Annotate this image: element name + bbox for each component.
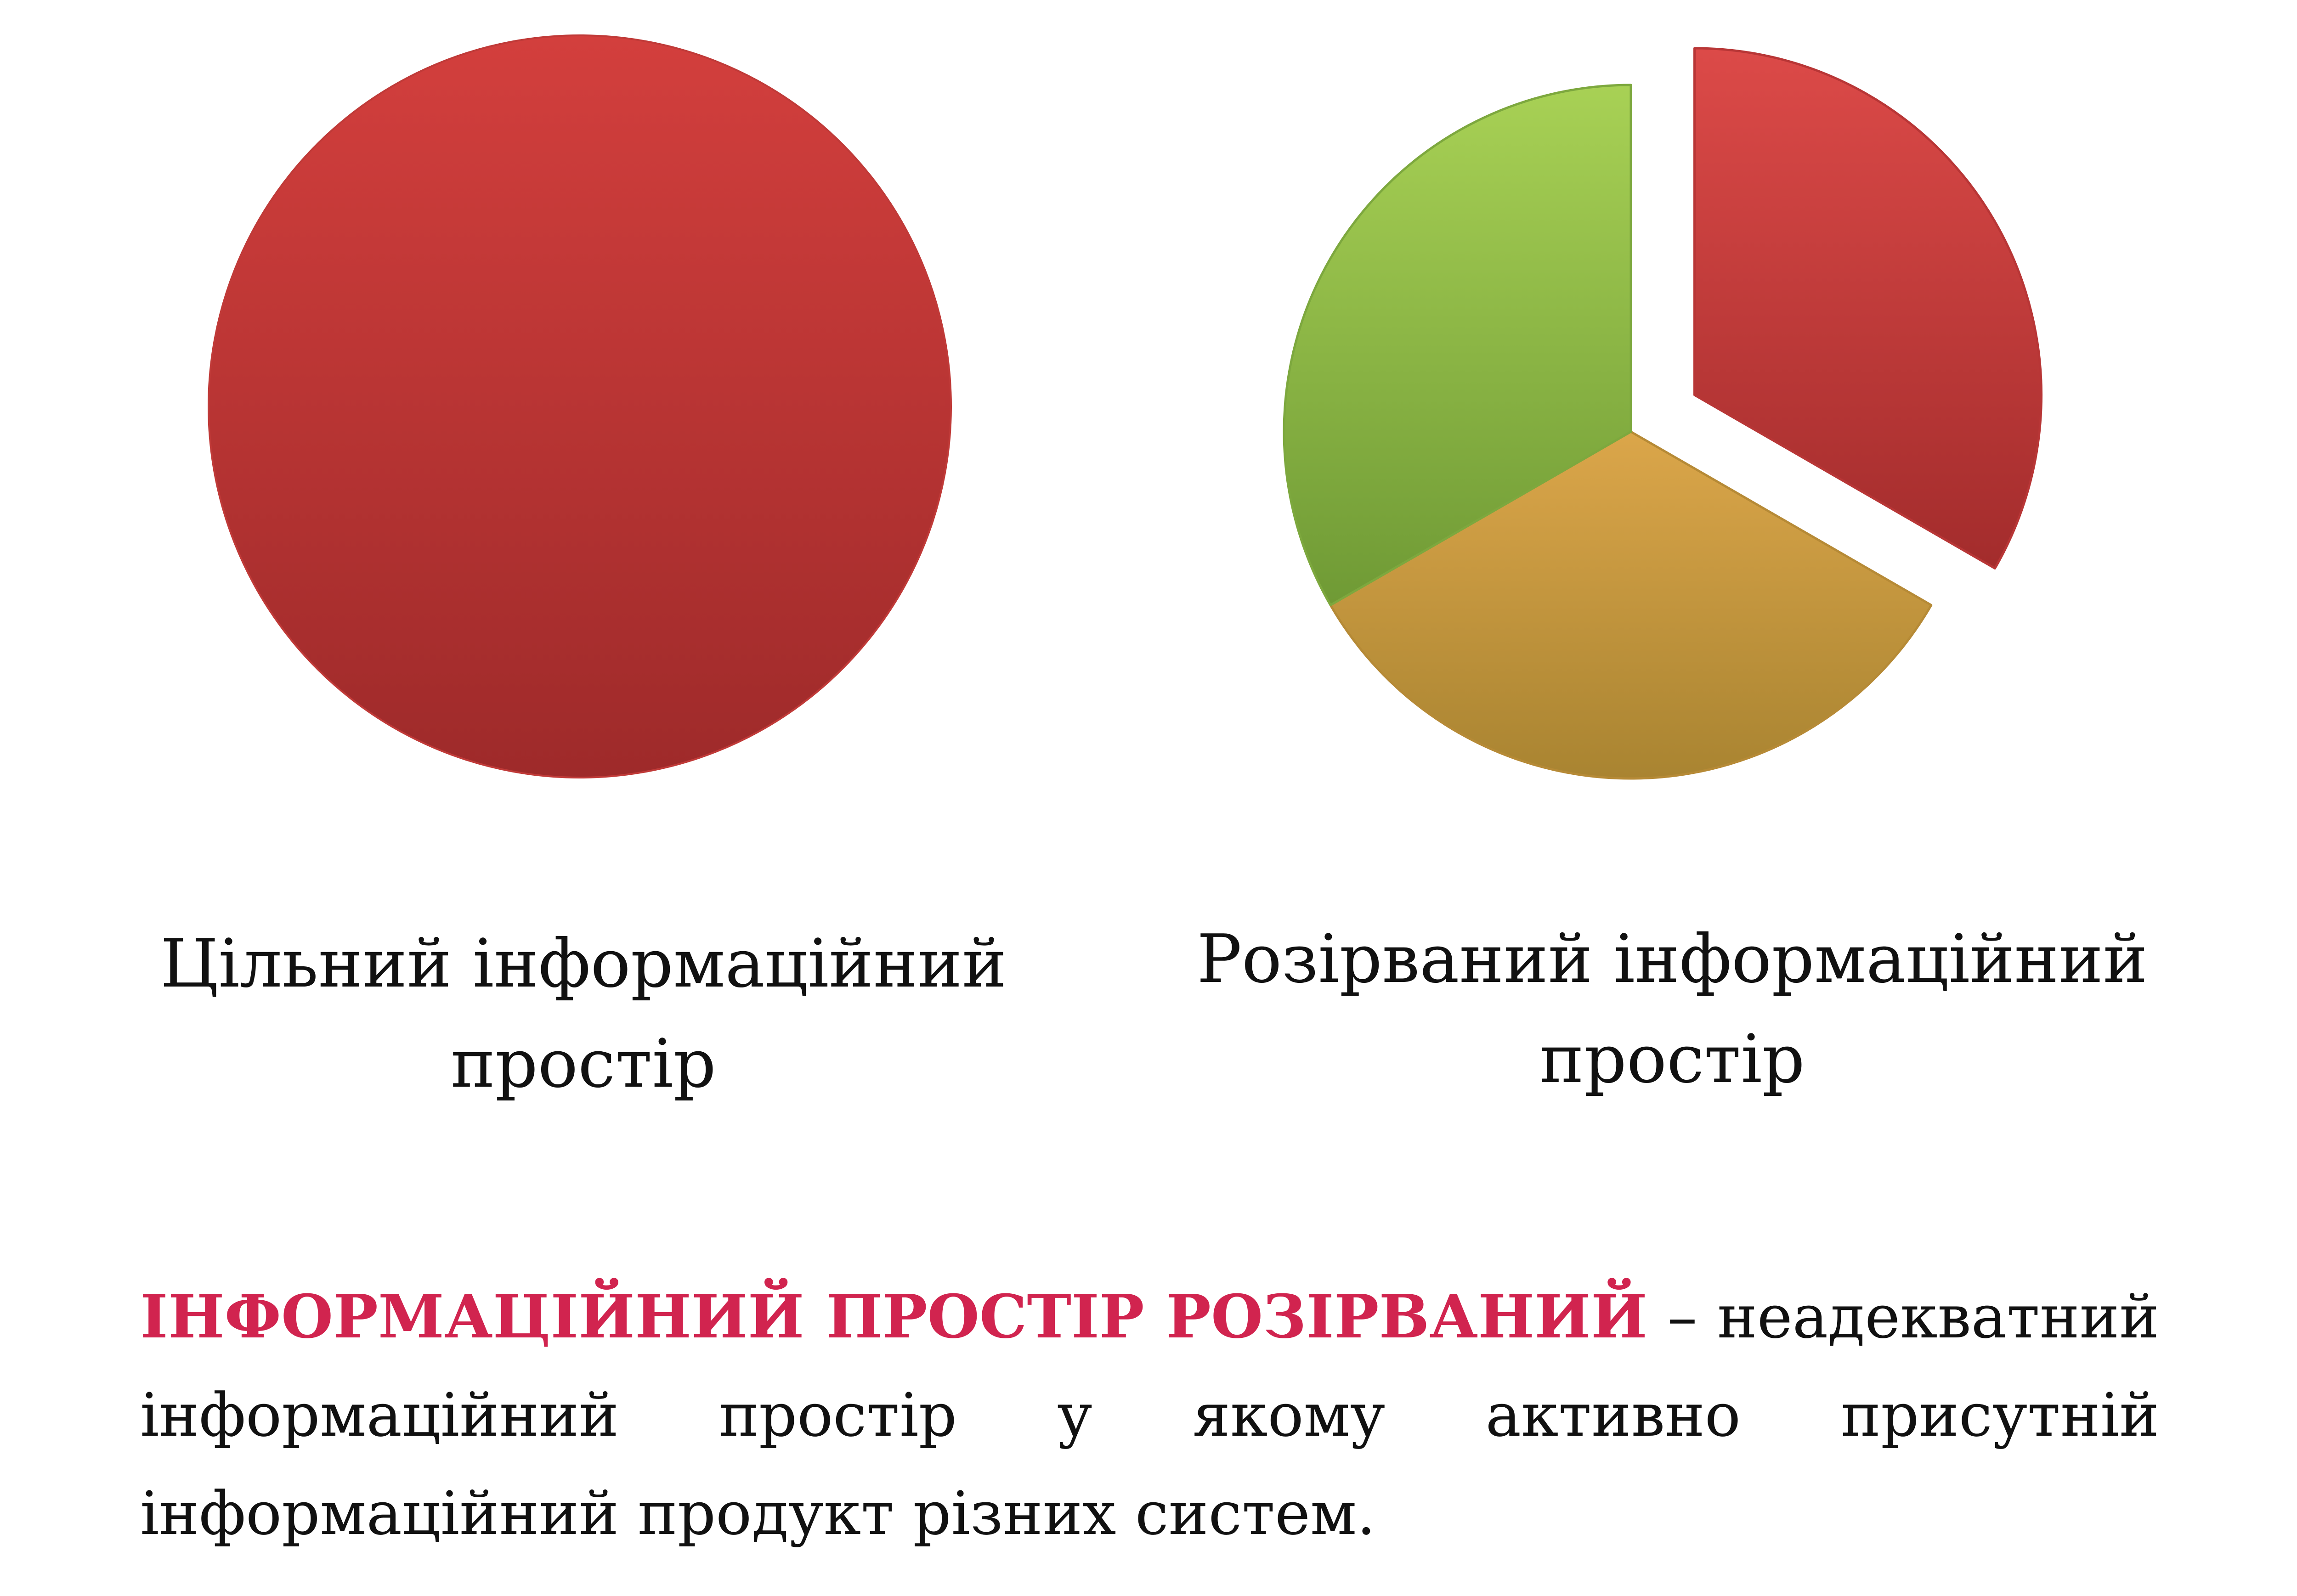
definition-dash: –: [1647, 1282, 1718, 1352]
solid-space-caption: Цільний інформаційний простір: [83, 914, 1084, 1114]
solid-space-caption-line1: Цільний інформаційний: [160, 925, 1007, 1003]
torn-space-caption-line2: простір: [1539, 1021, 1805, 1098]
solid-pie-chart: [208, 34, 952, 778]
exploded-pie-chart: [1283, 47, 2042, 780]
definition-paragraph: ІНФОРМАЦІЙНИЙ ПРОСТІР РОЗІРВАНИЙ – неаде…: [140, 1268, 2159, 1562]
definition-term: ІНФОРМАЦІЙНИЙ ПРОСТІР РОЗІРВАНИЙ: [140, 1281, 1647, 1352]
torn-space-caption: Розірваний інформаційний простір: [1148, 909, 2196, 1110]
pie-slice: [1693, 47, 2042, 570]
definition-text: неадекватний інформаційний простір у яко…: [140, 1282, 2159, 1548]
torn-space-caption-line1: Розірваний інформаційний: [1197, 920, 2148, 998]
pie-slice: [1283, 84, 1632, 606]
solid-space-caption-line2: простір: [451, 1025, 716, 1103]
pie-slice: [208, 34, 952, 778]
